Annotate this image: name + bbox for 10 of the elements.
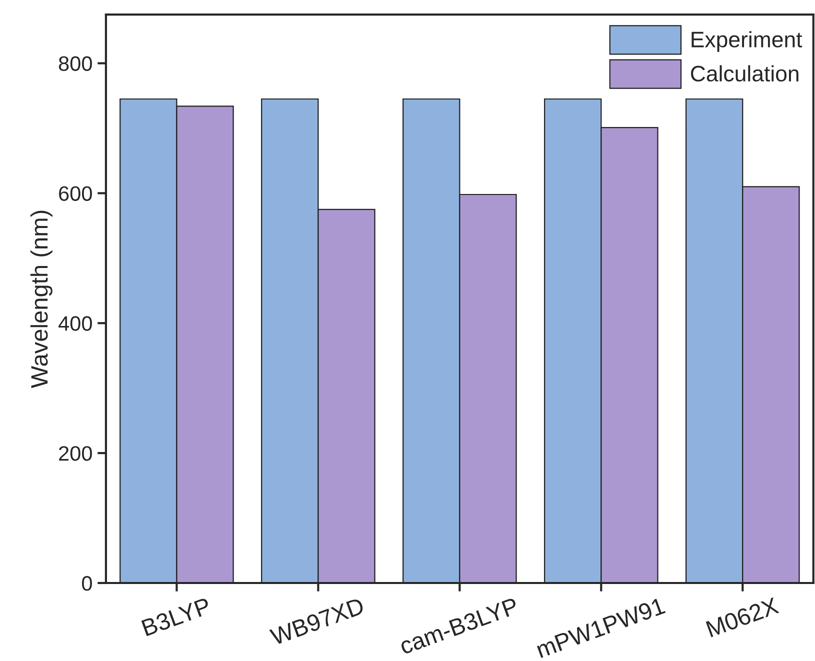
- y-tick-label: 0: [82, 576, 92, 591]
- legend-label: Calculation: [691, 65, 798, 82]
- y-tick-label: 800: [58, 56, 92, 72]
- x-tick-label: B3LYP: [141, 597, 212, 636]
- y-tick-label: 400: [58, 316, 92, 331]
- x-tick-label: M062X: [706, 596, 780, 638]
- y-tick-label: 200: [59, 446, 92, 461]
- legend-label: Experiment: [692, 31, 802, 52]
- y-tick-label: 600: [59, 186, 92, 201]
- y-axis-title: Wavelength (nm): [30, 210, 52, 388]
